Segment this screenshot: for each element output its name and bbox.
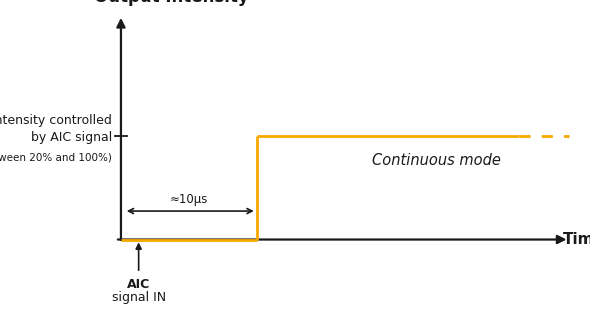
Text: signal IN: signal IN: [112, 291, 166, 305]
Text: Continuous mode: Continuous mode: [372, 153, 501, 168]
Text: AIC: AIC: [127, 278, 150, 291]
Text: Time: Time: [563, 232, 590, 247]
Text: (between 20% and 100%): (between 20% and 100%): [0, 152, 112, 162]
Text: ≈10μs: ≈10μs: [169, 193, 208, 206]
Text: Output Intensity: Output Intensity: [94, 0, 248, 6]
Text: by AIC signal: by AIC signal: [31, 131, 112, 144]
Text: Intensity controlled: Intensity controlled: [0, 114, 112, 127]
